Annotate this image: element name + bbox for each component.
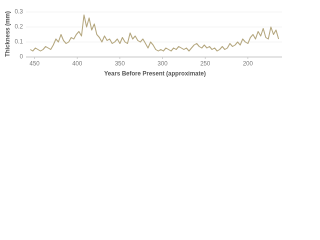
x-tick-label: 300 xyxy=(158,62,169,68)
y-tick-label: 0.3 xyxy=(15,10,24,16)
y-tick-label: 0.1 xyxy=(15,40,24,46)
data-line xyxy=(30,14,280,52)
x-tick-label: 350 xyxy=(115,62,126,68)
x-tick-label: 400 xyxy=(72,62,83,68)
y-tick-label: 0 xyxy=(20,55,24,61)
y-tick-label: 0.2 xyxy=(15,25,24,31)
x-tick-label: 250 xyxy=(200,62,211,68)
y-axis-title: Thickness (mm) xyxy=(6,11,12,57)
chart: Thickness (mm) Years Before Present (app… xyxy=(6,10,282,78)
x-tick-label: 200 xyxy=(243,62,254,68)
x-tick-label: 450 xyxy=(30,62,41,68)
x-axis-title: Years Before Present (approximate) xyxy=(104,72,206,78)
